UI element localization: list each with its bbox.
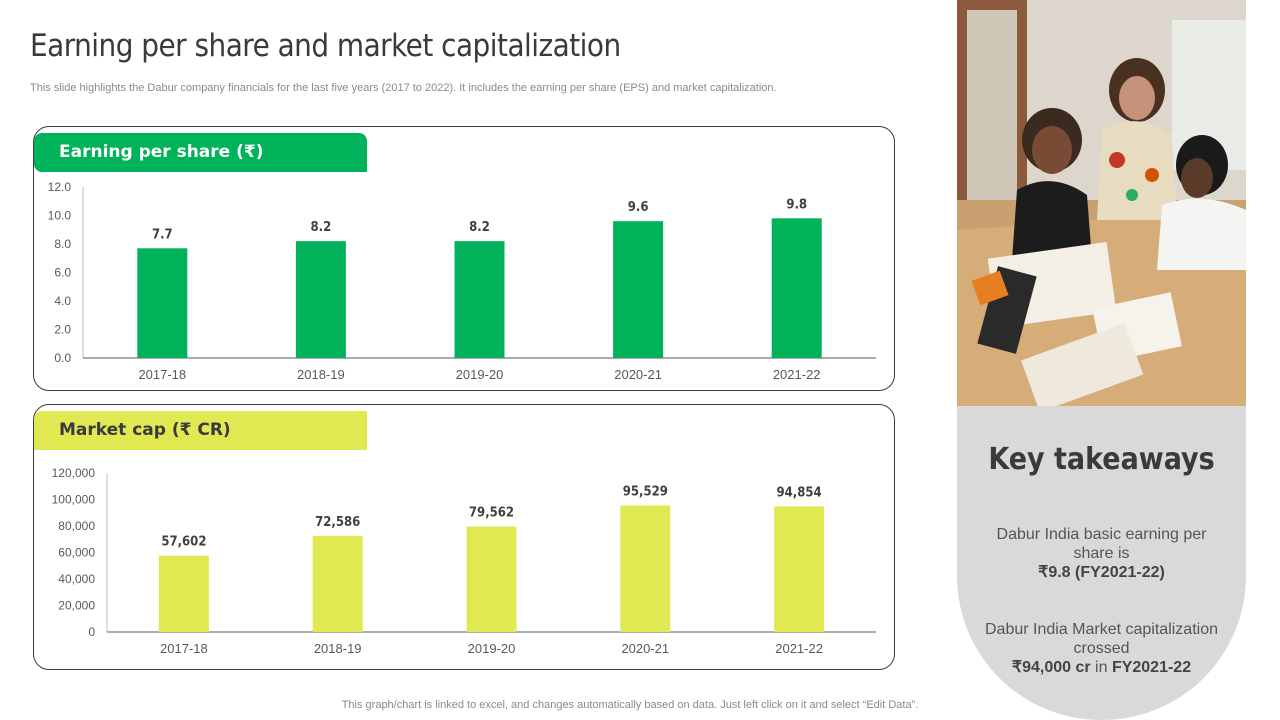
bar[interactable] bbox=[774, 506, 825, 632]
market-cap-bar-chart[interactable]: 0 20,000 40,000 60,000 80,000 100,000 120,000 5… bbox=[34, 405, 896, 671]
bar-value-label: 57,602 bbox=[161, 535, 206, 550]
bar[interactable] bbox=[613, 221, 664, 358]
market-cap-panel-header: Market cap (₹ CR) bbox=[34, 411, 367, 450]
takeaway-market-cap-mid: in bbox=[1095, 659, 1108, 676]
x-tick-label: 2019-20 bbox=[468, 641, 516, 656]
key-takeaways-title: Key takeaways bbox=[988, 442, 1215, 477]
bar[interactable] bbox=[137, 248, 188, 358]
bar-value-label: 8.2 bbox=[469, 220, 490, 235]
y-tick-label: 10.0 bbox=[48, 209, 72, 223]
takeaway-market-cap-text: Dabur India Market capitalization crosse… bbox=[984, 621, 1218, 657]
bar[interactable] bbox=[771, 218, 822, 358]
y-tick-label: 80,000 bbox=[58, 519, 95, 533]
eps-bar-chart[interactable]: 0.0 2.0 4.0 6.0 8.0 10.0 12.0 7.7 2017-18 8.2 2018… bbox=[34, 127, 896, 392]
bar-value-label: 94,854 bbox=[777, 485, 822, 500]
y-tick-label: 60,000 bbox=[58, 546, 95, 560]
takeaway-market-cap-value: ₹94,000 cr bbox=[1011, 659, 1091, 676]
x-tick-label: 2020-21 bbox=[621, 641, 669, 656]
eps-chart-panel: Earning per share (₹) 0.0 2.0 4.0 6.0 8.0 10.… bbox=[33, 126, 895, 391]
takeaway-eps: Dabur India basic earning per share is ₹… bbox=[977, 525, 1226, 582]
team-meeting-photo bbox=[957, 0, 1246, 406]
x-tick-label: 2021-22 bbox=[775, 641, 823, 656]
bar[interactable] bbox=[454, 241, 505, 358]
bar[interactable] bbox=[295, 241, 346, 358]
team-meeting-image bbox=[957, 0, 1246, 406]
eps-panel-header: Earning per share (₹) bbox=[34, 133, 367, 172]
bar-value-label: 95,529 bbox=[623, 484, 668, 499]
y-tick-label: 6.0 bbox=[54, 266, 71, 280]
bar-value-label: 72,586 bbox=[315, 515, 360, 530]
y-tick-label: 8.0 bbox=[54, 237, 71, 251]
x-tick-label: 2018-19 bbox=[297, 367, 345, 382]
y-tick-label: 4.0 bbox=[54, 294, 71, 308]
x-tick-label: 2017-18 bbox=[138, 367, 186, 382]
bar-value-label: 79,562 bbox=[469, 506, 514, 521]
footer-note: This graph/chart is linked to excel, and… bbox=[341, 699, 919, 711]
x-tick-label: 2017-18 bbox=[160, 641, 208, 656]
bar-value-label: 7.7 bbox=[152, 227, 173, 242]
y-tick-label: 12.0 bbox=[48, 180, 72, 194]
y-tick-label: 120,000 bbox=[52, 466, 96, 480]
x-tick-label: 2020-21 bbox=[614, 367, 662, 382]
page-title: Earning per share and market capitalizat… bbox=[30, 28, 621, 64]
y-tick-label: 0.0 bbox=[54, 351, 71, 365]
x-tick-label: 2021-22 bbox=[773, 367, 821, 382]
y-tick-label: 40,000 bbox=[58, 572, 95, 586]
y-tick-label: 2.0 bbox=[54, 323, 71, 337]
bar[interactable] bbox=[620, 505, 671, 632]
right-column: Key takeaways Dabur India basic earning … bbox=[957, 0, 1246, 720]
key-takeaways-box: Key takeaways Dabur India basic earning … bbox=[957, 406, 1246, 720]
bar-value-label: 9.6 bbox=[628, 200, 649, 215]
y-tick-label: 0 bbox=[88, 625, 95, 639]
takeaway-market-cap-year: FY2021-22 bbox=[1111, 659, 1192, 676]
x-tick-label: 2019-20 bbox=[456, 367, 504, 382]
page-subtitle: This slide highlights the Dabur company … bbox=[30, 82, 777, 94]
takeaway-market-cap: Dabur India Market capitalization crosse… bbox=[977, 620, 1226, 677]
y-tick-label: 20,000 bbox=[58, 599, 95, 613]
bar[interactable] bbox=[158, 555, 209, 632]
bar-value-label: 9.8 bbox=[786, 197, 807, 212]
y-tick-label: 100,000 bbox=[52, 493, 96, 507]
bar[interactable] bbox=[466, 526, 517, 632]
takeaway-eps-text: Dabur India basic earning per share is bbox=[996, 526, 1207, 562]
bar-value-label: 8.2 bbox=[311, 220, 332, 235]
market-cap-chart-panel: Market cap (₹ CR) 0 20,000 40,000 60,000 80,… bbox=[33, 404, 895, 670]
x-tick-label: 2018-19 bbox=[314, 641, 362, 656]
bar[interactable] bbox=[312, 535, 363, 632]
takeaway-eps-value: ₹9.8 (FY2021-22) bbox=[1038, 564, 1165, 581]
